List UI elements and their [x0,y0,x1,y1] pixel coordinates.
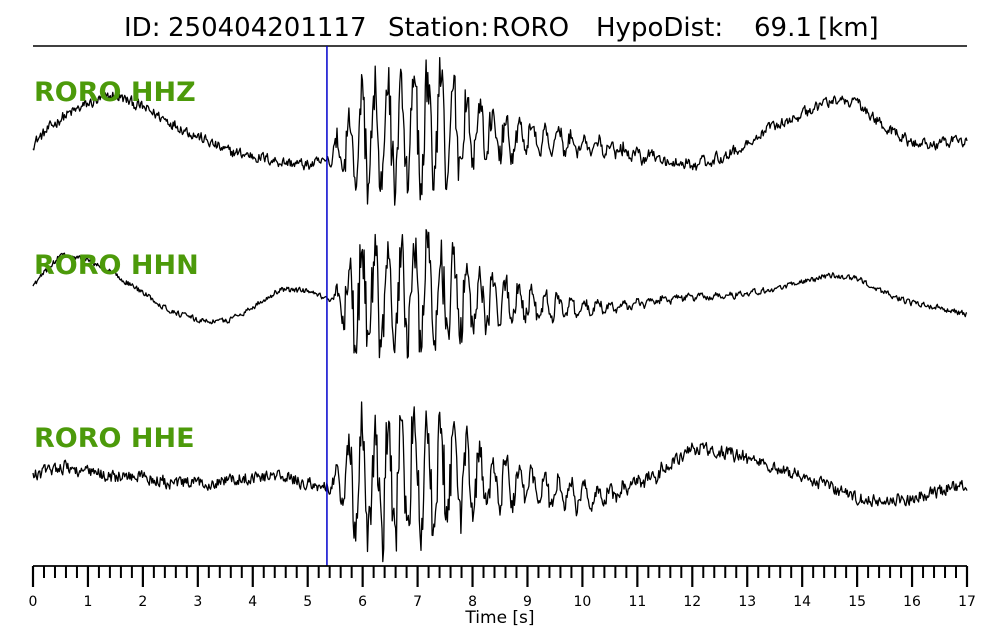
title-hypodist-label: HypoDist: [596,13,723,43]
x-tick-label: 10 [573,594,591,610]
x-tick-label: 17 [958,594,976,610]
x-axis-tick-labels: 0 1 2 3 4 5 6 7 8 9 10 11 12 13 14 15 16 17 [29,594,976,610]
x-axis-label: Time [s] [464,608,534,628]
x-tick-label: 2 [138,594,147,610]
x-axis-ticks [31,566,969,587]
x-tick-label: 12 [683,594,701,610]
x-tick-label: 16 [903,594,921,610]
x-tick-label: 0 [29,594,38,610]
title-hypodist-unit: [km] [818,13,879,43]
title-hypodist-value: 69.1 [754,13,812,43]
x-tick-label: 5 [303,594,312,610]
trace-line-hhe [32,401,968,563]
x-tick-label: 11 [628,594,646,610]
trace-line-hhn [32,229,968,359]
x-tick-label: 1 [83,594,92,610]
title-id-label: ID: [124,13,160,43]
x-tick-label: 3 [193,594,202,610]
x-tick-label: 8 [468,594,477,610]
title-station-value: RORO [492,13,569,43]
x-tick-label: 13 [738,594,756,610]
channel-label-hhn: RORO HHN [34,250,199,281]
x-tick-label: 7 [413,594,422,610]
trace-group [32,56,968,563]
x-tick-label: 9 [523,594,532,610]
title-station-label: Station: [388,13,489,43]
x-tick-label: 14 [793,594,811,610]
title-id-value: 250404201117 [168,13,367,43]
x-tick-label: 4 [248,594,257,610]
x-tick-label: 6 [358,594,367,610]
channel-label-hhe: RORO HHE [34,423,195,454]
channel-label-hhz: RORO HHZ [34,77,196,108]
trace-line-hhz [32,56,968,206]
x-tick-label: 15 [848,594,866,610]
